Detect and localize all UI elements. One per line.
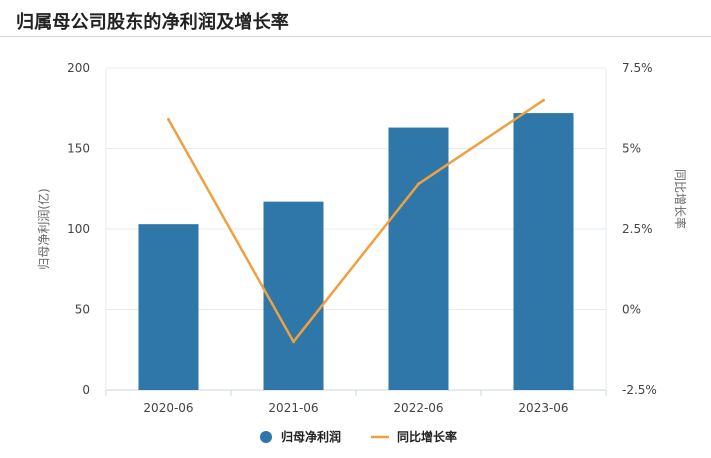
bar-2023-06[interactable] — [513, 113, 574, 390]
x-tick-label: 2021-06 — [268, 401, 318, 415]
title-divider — [0, 36, 711, 37]
x-axis: 2020-06 2021-06 2022-06 2023-06 — [105, 390, 607, 415]
legend-bar-label: 归母净利润 — [281, 429, 341, 444]
x-tick-label: 2020-06 — [143, 401, 193, 415]
growth-point-2022-06[interactable] — [417, 182, 420, 186]
right-axis: 7.5% 5% 2.5% 0% -2.5% — [622, 61, 657, 397]
bar-2022-06[interactable] — [388, 127, 449, 390]
growth-point-2023-06[interactable] — [542, 98, 545, 102]
right-tick-label: 2.5% — [622, 222, 653, 236]
x-tick-label: 2022-06 — [393, 401, 443, 415]
bar-2021-06[interactable] — [263, 201, 324, 390]
left-tick-label: 0 — [82, 383, 90, 397]
right-tick-label: -2.5% — [622, 383, 657, 397]
growth-point-2021-06[interactable] — [292, 340, 295, 344]
left-tick-label: 200 — [67, 61, 90, 75]
legend-line-label: 同比增长率 — [397, 429, 457, 444]
x-tick-label: 2023-06 — [518, 401, 568, 415]
left-tick-label: 150 — [67, 142, 90, 156]
bars-layer — [138, 113, 574, 390]
left-axis: 200 150 100 50 0 — [67, 61, 90, 397]
growth-point-2020-06[interactable] — [167, 118, 170, 122]
legend[interactable]: 归母净利润 同比增长率 — [260, 429, 457, 444]
line-layer — [167, 98, 545, 344]
left-axis-label: 归母净利润(亿) — [36, 188, 51, 269]
right-tick-label: 0% — [622, 303, 641, 317]
bar-2020-06[interactable] — [138, 224, 199, 390]
chart-title: 归属母公司股东的净利润及增长率 — [16, 12, 289, 33]
growth-line[interactable] — [167, 99, 545, 343]
right-tick-label: 5% — [622, 142, 641, 156]
left-tick-label: 50 — [75, 303, 90, 317]
right-tick-label: 7.5% — [622, 61, 653, 75]
left-tick-label: 100 — [67, 222, 90, 236]
right-axis-label: 同比增长率 — [673, 169, 688, 229]
legend-bar-marker — [260, 431, 272, 443]
